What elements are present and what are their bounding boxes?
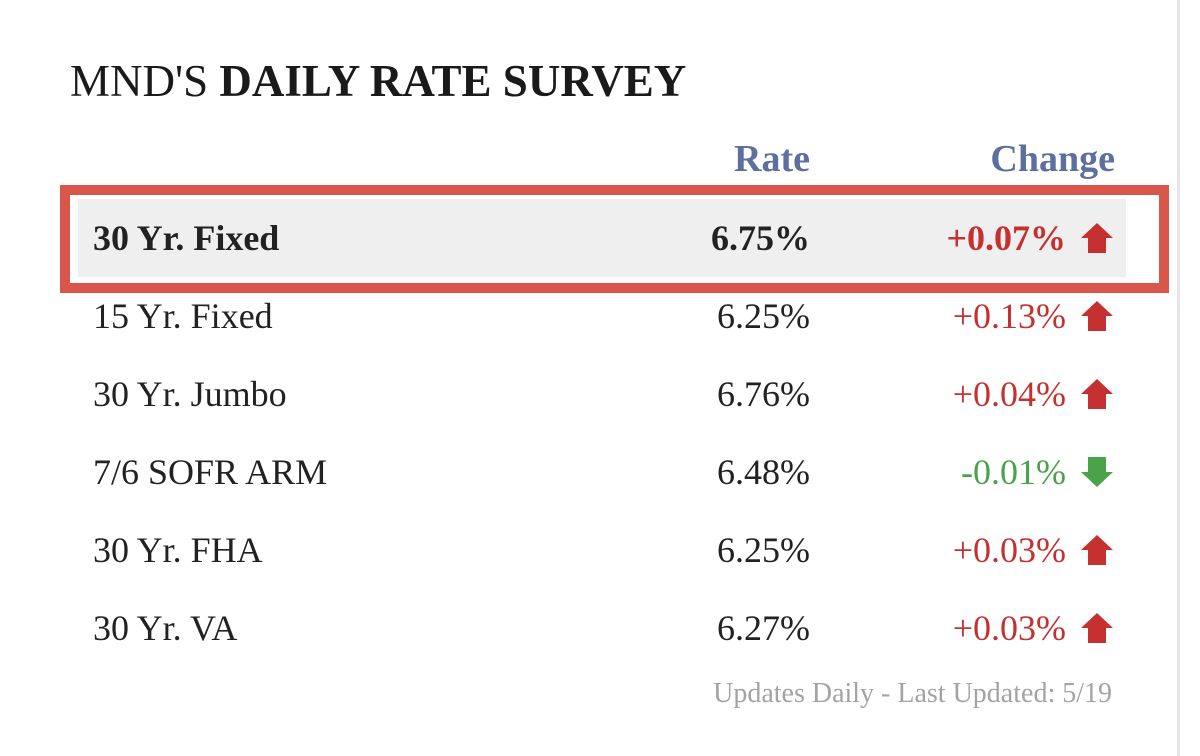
rate-value: 6.75% <box>711 218 810 258</box>
change-value: +0.07% <box>946 218 1066 258</box>
change-value: +0.13% <box>952 296 1066 336</box>
loan-type-label: 30 Yr. VA <box>93 608 238 648</box>
change-value: +0.03% <box>952 608 1066 648</box>
rate-row-7-6-sofr-arm[interactable]: 7/6 SOFR ARM 6.48% -0.01% <box>78 433 1126 511</box>
rate-value: 6.27% <box>717 608 810 648</box>
arrow-up-icon <box>1081 613 1113 643</box>
rate-row-30yr-va[interactable]: 30 Yr. VA 6.27% +0.03% <box>78 589 1126 667</box>
change-value: +0.04% <box>952 374 1066 414</box>
rate-row-30yr-fha[interactable]: 30 Yr. FHA 6.25% +0.03% <box>78 511 1126 589</box>
rate-value: 6.76% <box>717 374 810 414</box>
title-prefix: MND'S <box>70 56 209 106</box>
change-value: -0.01% <box>961 452 1066 492</box>
last-updated-footer: Updates Daily - Last Updated: 5/19 <box>713 678 1112 709</box>
change-column-header: Change <box>990 138 1115 180</box>
loan-type-label: 7/6 SOFR ARM <box>93 452 328 492</box>
arrow-up-icon <box>1081 379 1113 409</box>
arrow-down-icon <box>1081 457 1113 487</box>
survey-title: MND'S DAILY RATE SURVEY <box>70 52 686 110</box>
arrow-up-icon <box>1081 301 1113 331</box>
rate-column-header: Rate <box>734 138 810 180</box>
rate-row-30yr-fixed[interactable]: 30 Yr. Fixed 6.75% +0.07% <box>78 199 1126 277</box>
title-emphasis: DAILY RATE SURVEY <box>219 56 687 106</box>
rate-value: 6.48% <box>717 452 810 492</box>
loan-type-label: 30 Yr. Jumbo <box>93 374 287 414</box>
arrow-up-icon <box>1081 223 1113 253</box>
loan-type-label: 15 Yr. Fixed <box>93 296 273 336</box>
arrow-up-icon <box>1081 535 1113 565</box>
change-value: +0.03% <box>952 530 1066 570</box>
rate-value: 6.25% <box>717 530 810 570</box>
loan-type-label: 30 Yr. FHA <box>93 530 263 570</box>
rate-row-30yr-jumbo[interactable]: 30 Yr. Jumbo 6.76% +0.04% <box>78 355 1126 433</box>
rate-row-15yr-fixed[interactable]: 15 Yr. Fixed 6.25% +0.13% <box>78 277 1126 355</box>
loan-type-label: 30 Yr. Fixed <box>93 218 280 258</box>
rate-value: 6.25% <box>717 296 810 336</box>
right-divider <box>1177 0 1180 756</box>
